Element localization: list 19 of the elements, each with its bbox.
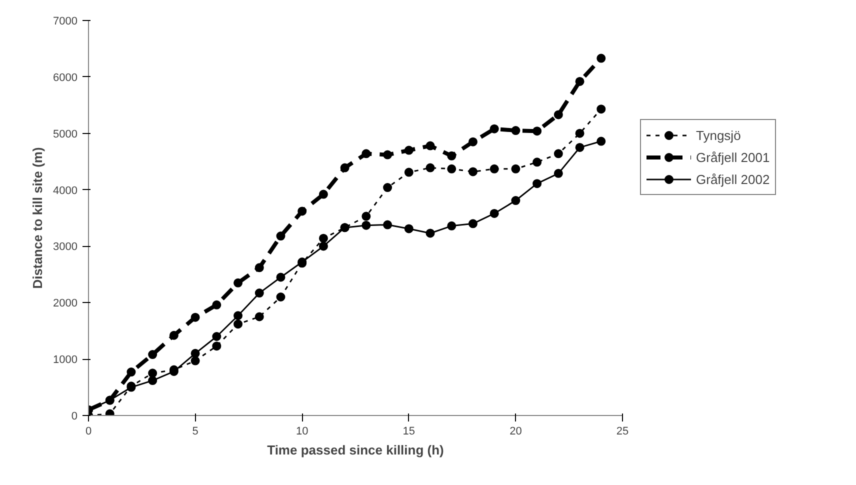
x-tick-label: 5 <box>192 426 198 438</box>
x-tick-label: 10 <box>296 426 308 438</box>
x-tick-label: 25 <box>616 426 629 438</box>
legend-label: Gråfjell 2002 <box>696 172 770 186</box>
legend-label: Gråfjell 2001 <box>696 150 770 164</box>
y-tick-label: 4000 <box>53 184 78 197</box>
x-tick-label: 15 <box>402 426 416 438</box>
legend-label: Tyngsjö <box>696 128 741 142</box>
y-axis-title: Distance to kill site (m) <box>30 147 46 289</box>
x-axis-title: Time passed since killing (h) <box>267 442 444 458</box>
y-tick-label: 3000 <box>53 241 78 254</box>
y-tick-label: 7000 <box>53 16 78 28</box>
y-tick-label: 5000 <box>53 128 78 140</box>
y-tick-label: 2000 <box>53 298 78 310</box>
y-tick-label: 0 <box>71 410 78 422</box>
y-tick-label: 1000 <box>53 354 78 366</box>
x-tick-label: 0 <box>85 426 92 438</box>
x-tick-label: 20 <box>510 426 522 438</box>
y-tick-label: 6000 <box>53 72 78 84</box>
